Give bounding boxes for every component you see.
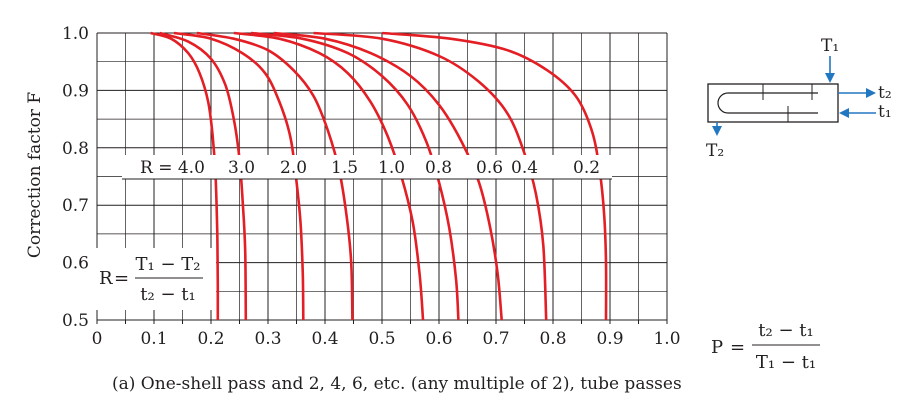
x-tick-label: 0.3 bbox=[254, 329, 281, 349]
tube-inlet-arrowhead bbox=[839, 108, 849, 118]
u-tube bbox=[717, 92, 818, 114]
p-formula-den: T₁ − t₁ bbox=[756, 352, 816, 373]
p-formula-num: t₂ − t₁ bbox=[758, 320, 813, 341]
shell-outline bbox=[707, 83, 839, 123]
curve-label: 2.0 bbox=[280, 158, 307, 178]
x-tick-label: 0 bbox=[92, 329, 103, 349]
curve-line bbox=[150, 31, 220, 321]
r-formula-lhs: R bbox=[99, 268, 113, 289]
curve-line bbox=[313, 31, 548, 321]
curve-label: R = 4.0 bbox=[140, 158, 205, 178]
y-tick-label: 0.6 bbox=[62, 254, 89, 274]
tube-outlet-arrowhead bbox=[866, 88, 876, 98]
label-T1: T₁ bbox=[821, 36, 839, 56]
p-formula: P = t₂ − t₁ T₁ − t₁ bbox=[711, 320, 820, 373]
curve-label: 0.8 bbox=[425, 158, 452, 178]
curve-label: 1.0 bbox=[378, 158, 405, 178]
x-tick-label: 0.2 bbox=[197, 329, 224, 349]
shell-inlet-arrowhead bbox=[825, 73, 835, 83]
curve-label: 1.5 bbox=[331, 158, 358, 178]
curve-line bbox=[233, 31, 425, 321]
x-tick-label: 0.5 bbox=[368, 329, 395, 349]
label-t1: t₁ bbox=[878, 102, 892, 122]
curve-label: 0.6 bbox=[476, 158, 503, 178]
y-tick-label: 0.7 bbox=[62, 196, 89, 216]
r-formula-eq: = bbox=[114, 268, 129, 289]
p-formula-eq: = bbox=[730, 337, 745, 358]
curve-label: 3.0 bbox=[228, 158, 255, 178]
y-tick-label: 0.5 bbox=[62, 311, 89, 331]
curve-line bbox=[196, 31, 354, 321]
y-axis-label: Correction factor F bbox=[25, 92, 45, 258]
label-T2: T₂ bbox=[706, 141, 724, 161]
r-formula-num: T₁ − T₂ bbox=[136, 254, 201, 275]
y-tick-label: 0.9 bbox=[62, 81, 89, 101]
exchanger-schematic: T₁ T₂ t₂ t₁ bbox=[706, 36, 892, 161]
x-tick-label: 0.7 bbox=[482, 329, 509, 349]
r-formula: R = T₁ − T₂ t₂ − t₁ bbox=[96, 248, 216, 310]
x-tick-label: 0.9 bbox=[596, 329, 623, 349]
x-tick-label: 0.4 bbox=[311, 329, 338, 349]
curve-line bbox=[159, 31, 248, 321]
label-band bbox=[122, 155, 612, 179]
shell-outlet-arrowhead bbox=[712, 126, 722, 136]
y-tick-label: 0.8 bbox=[62, 139, 89, 159]
x-tick-label: 1.0 bbox=[653, 329, 680, 349]
figure-caption: (a) One-shell pass and 2, 4, 6, etc. (an… bbox=[112, 374, 682, 394]
curve-line bbox=[250, 31, 460, 321]
chart-curves bbox=[150, 31, 608, 321]
curve-label: 0.4 bbox=[511, 158, 538, 178]
r-formula-den: t₂ − t₁ bbox=[140, 284, 195, 305]
curve-label: 0.2 bbox=[573, 158, 600, 178]
axis-ticks: 0 0.1 0.2 0.3 0.4 0.5 0.6 0.7 0.8 0.9 1.0 0.5 0.6 0.7… bbox=[62, 24, 681, 349]
x-tick-label: 0.6 bbox=[425, 329, 452, 349]
label-t2: t₂ bbox=[878, 83, 892, 103]
x-tick-label: 0.1 bbox=[140, 329, 167, 349]
curve-line bbox=[381, 31, 608, 321]
curve-line bbox=[173, 31, 305, 321]
y-tick-label: 1.0 bbox=[62, 24, 89, 44]
p-formula-lhs: P bbox=[711, 337, 723, 358]
curve-labels: R = 4.0 3.0 2.0 1.5 1.0 0.8 0.6 0.4 0.2 bbox=[122, 155, 612, 180]
x-tick-label: 0.8 bbox=[539, 329, 566, 349]
curve-line bbox=[273, 31, 503, 321]
